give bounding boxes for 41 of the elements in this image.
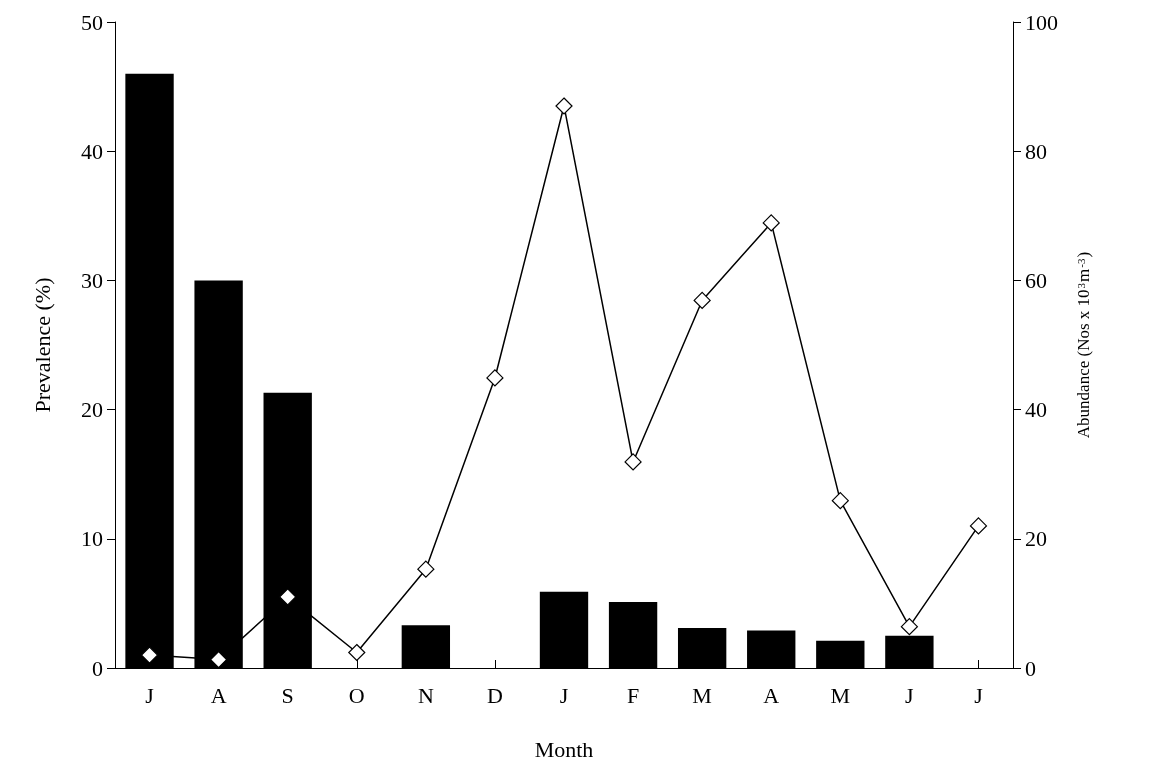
x-tick-label: O: [348, 682, 365, 708]
point: [140, 646, 159, 664]
y-tick-label: 0: [92, 655, 103, 681]
point: [969, 517, 988, 535]
x-tick-label: J: [145, 682, 155, 708]
point: [555, 97, 573, 115]
point: [693, 291, 711, 310]
y-tick-label: 20: [81, 397, 103, 423]
point: [624, 453, 642, 471]
y2-tick-label: 40: [1025, 397, 1047, 423]
y2-tick-label: 60: [1025, 267, 1047, 293]
x-tick-label: F: [626, 682, 640, 708]
x-tick-label: M: [830, 682, 851, 708]
y-tick-label: 30: [81, 267, 103, 293]
point: [417, 560, 435, 578]
x-tick-label: J: [974, 682, 984, 708]
x-tick-label: J: [905, 682, 915, 708]
x-tick-label: A: [210, 682, 227, 708]
y2-tick-label: 0: [1025, 655, 1036, 681]
point: [279, 588, 297, 606]
x-tick-label: A: [763, 682, 780, 708]
x-tick-label: J: [559, 682, 569, 708]
y2-tick-label: 20: [1025, 526, 1047, 552]
y-tick-label: 10: [81, 526, 103, 552]
x-tick-label: M: [692, 682, 712, 708]
point: [900, 618, 918, 636]
x-axis-title: Month: [534, 736, 594, 762]
y2-tick-label: 100: [1025, 9, 1058, 35]
x-tick-label: D: [486, 682, 503, 708]
y2-axis-title: Abundance (Nos x 103m-3): [1074, 251, 1093, 439]
y2-tick-label: 80: [1025, 138, 1047, 164]
point: [762, 214, 780, 232]
point: [348, 643, 366, 662]
y-tick-label: 50: [81, 9, 103, 35]
point: [831, 492, 849, 510]
y-axis-title: Prevalence (%): [29, 277, 55, 413]
point: [210, 651, 228, 669]
x-tick-label: S: [281, 682, 294, 708]
point: [486, 369, 504, 387]
y-tick-label: 40: [81, 138, 103, 164]
x-tick-label: N: [417, 682, 434, 708]
